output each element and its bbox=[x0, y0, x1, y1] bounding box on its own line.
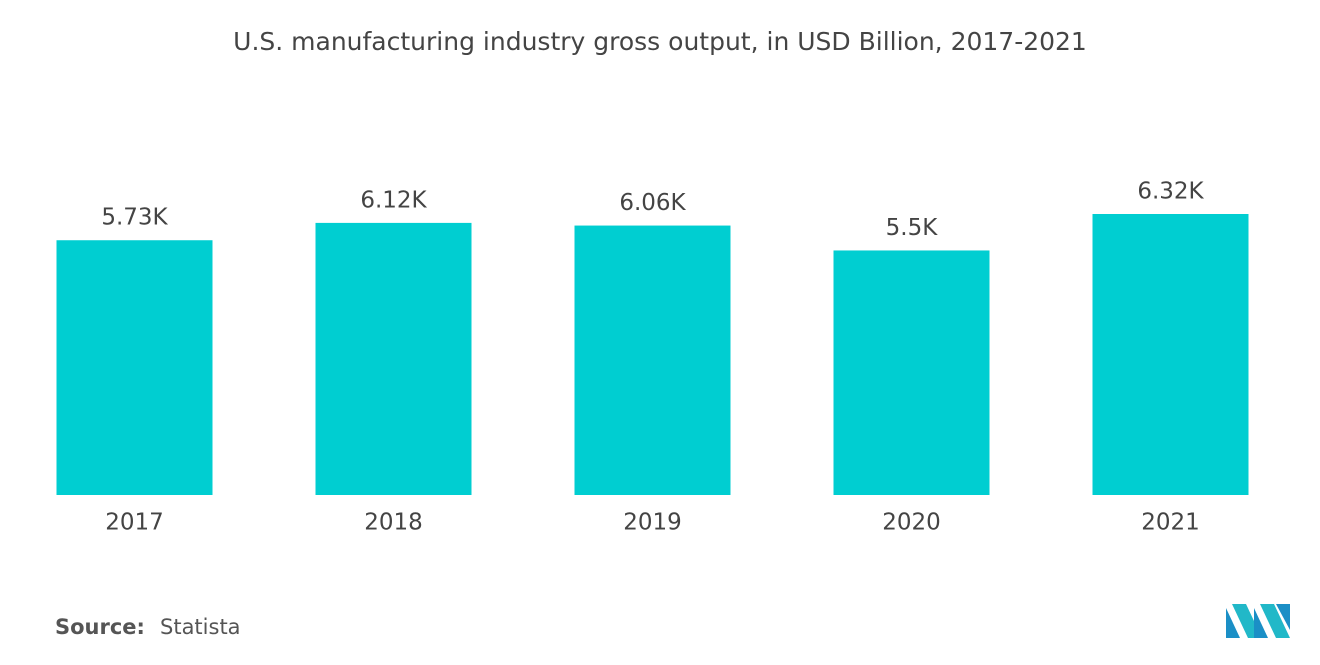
x-tick-label: 2020 bbox=[882, 510, 941, 536]
bar bbox=[315, 222, 472, 496]
bar bbox=[1092, 214, 1249, 495]
value-label: 5.5K bbox=[886, 215, 939, 241]
source: Statista bbox=[160, 615, 241, 639]
source-label: Source: bbox=[55, 615, 145, 639]
bar bbox=[833, 250, 990, 495]
bar bbox=[574, 225, 731, 495]
x-tick-label: 2021 bbox=[1141, 510, 1200, 536]
x-tick-label: 2017 bbox=[105, 510, 164, 536]
value-label: 6.06K bbox=[619, 190, 686, 216]
x-tick-label: 2018 bbox=[364, 510, 423, 536]
logo bbox=[1226, 604, 1290, 638]
bar bbox=[56, 240, 213, 495]
value-label: 6.32K bbox=[1137, 179, 1204, 205]
x-tick-label: 2019 bbox=[623, 510, 682, 536]
value-label: 5.73K bbox=[101, 205, 168, 231]
value-label: 6.12K bbox=[360, 187, 427, 213]
chart-title: U.S. manufacturing industry gross output… bbox=[233, 27, 1087, 56]
